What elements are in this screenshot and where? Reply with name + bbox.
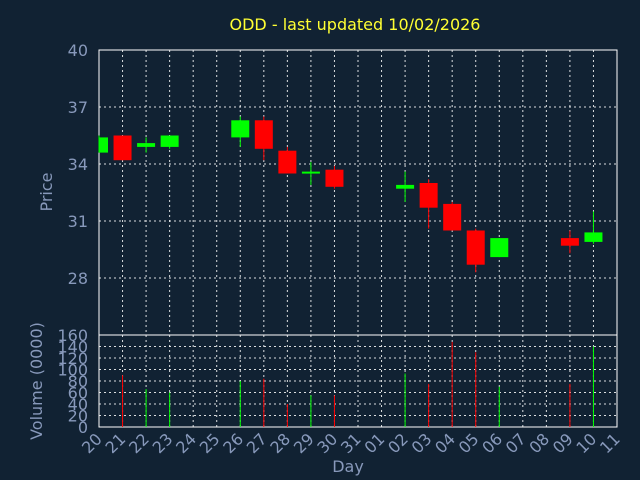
price-tick-label: 34 [68, 155, 88, 174]
candle-28 [278, 146, 297, 174]
price-tick-label: 31 [68, 212, 88, 231]
candle-body [466, 230, 485, 265]
candle-body [419, 183, 438, 208]
volume-grid [98, 334, 618, 428]
volume-axis-label: Volume (0000) [27, 322, 46, 440]
price-tick-label: 37 [68, 98, 88, 117]
price-grid [98, 49, 618, 335]
candle-21 [113, 135, 132, 161]
candle-02 [396, 171, 415, 202]
candle-body [396, 184, 415, 189]
candle-20 [98, 135, 108, 153]
price-axis-label: Price [37, 172, 56, 211]
volume-tick-label: 20 [68, 407, 88, 426]
candle-body [160, 135, 179, 147]
candle-body [443, 203, 462, 231]
candle-26 [231, 116, 250, 147]
volume-series [122, 341, 594, 427]
volume-tick-label: 100 [57, 361, 88, 380]
candle-body [325, 169, 344, 187]
chart-title: ODD - last updated 10/02/2026 [230, 15, 481, 34]
candle-body [137, 143, 156, 147]
day-tick-label: 11 [596, 429, 624, 457]
day-axis-label: Day [332, 457, 364, 476]
candle-23 [160, 135, 179, 149]
price-tick-label: 28 [68, 269, 88, 288]
candlestick-series [98, 116, 603, 273]
candle-03 [419, 179, 438, 229]
candle-27 [254, 116, 273, 161]
candle-22 [137, 137, 156, 153]
day-tick-labels: 2021222324252627282930310102030405060708… [78, 429, 624, 457]
candle-09 [560, 230, 579, 254]
candle-05 [466, 228, 485, 273]
volume-panel-frame [98, 334, 618, 428]
volume-tick-label: 0 [78, 418, 88, 437]
price-tick-label: 40 [68, 41, 88, 60]
volume-tick-label: 160 [57, 326, 88, 345]
candle-body [301, 171, 320, 174]
volume-tick-label: 60 [68, 384, 88, 403]
candle-10 [584, 211, 603, 244]
candle-body [113, 135, 132, 161]
candle-30 [325, 165, 344, 189]
volume-tick-label: 40 [68, 395, 88, 414]
price-tick-labels: 40 37 34 31 28 [68, 41, 88, 288]
price-panel-frame [98, 49, 618, 336]
candle-body [584, 232, 603, 242]
candle-06 [490, 238, 509, 258]
candle-body [231, 120, 250, 138]
candle-body [278, 150, 297, 174]
candle-body [560, 238, 579, 246]
candle-body [490, 238, 509, 258]
volume-tick-label: 140 [57, 338, 88, 357]
candle-04 [443, 202, 462, 231]
volume-tick-label: 120 [57, 349, 88, 368]
volume-tick-label: 80 [68, 372, 88, 391]
candle-body [99, 137, 108, 153]
candle-29 [301, 162, 320, 185]
candle-body [254, 120, 273, 149]
